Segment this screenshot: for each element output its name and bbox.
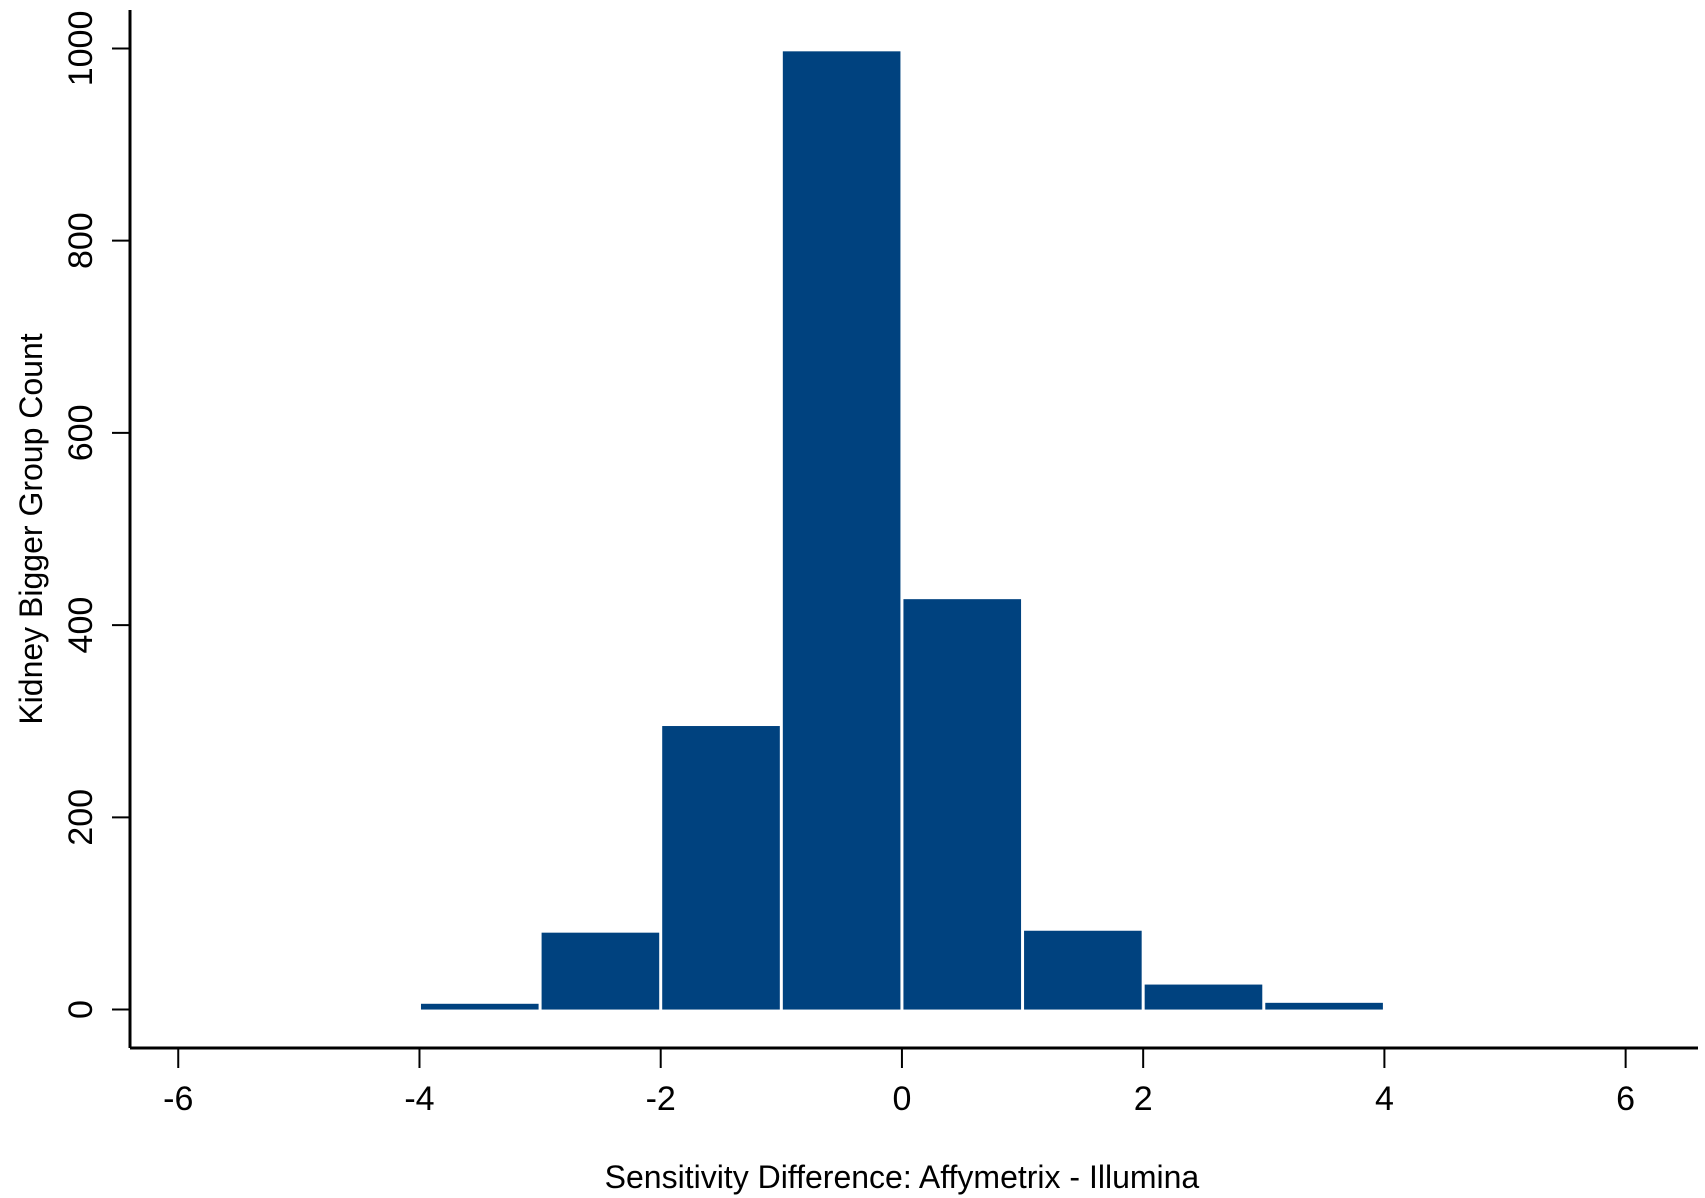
y-ticks: 0 200 400 600 800 1000: [62, 11, 130, 1019]
y-tick-label: 1000: [62, 11, 100, 87]
y-tick-label: 600: [62, 405, 100, 462]
y-tick-label: 800: [62, 212, 100, 269]
histogram-bar: [420, 1003, 539, 1010]
y-tick-label: 400: [62, 597, 100, 654]
x-tick-label: -2: [646, 1080, 676, 1118]
histogram-bar: [782, 51, 901, 1010]
x-tick-label: 4: [1375, 1080, 1394, 1118]
bars-group: [420, 51, 1383, 1010]
x-ticks: -6 -4 -2 0 2 4 6: [163, 1048, 1635, 1118]
histogram-bar: [903, 599, 1022, 1010]
x-tick-label: 6: [1616, 1080, 1635, 1118]
x-axis-title: Sensitivity Difference: Affymetrix - Ill…: [605, 1159, 1200, 1195]
histogram-bar: [1265, 1002, 1383, 1010]
histogram-bar: [1024, 930, 1142, 1010]
x-tick-label: -6: [163, 1080, 193, 1118]
histogram-bar: [541, 932, 660, 1010]
y-tick-label: 200: [62, 789, 100, 846]
histogram-bar: [1144, 984, 1263, 1010]
y-tick-label: 0: [62, 1000, 100, 1019]
x-tick-label: -4: [404, 1080, 434, 1118]
x-tick-label: 2: [1134, 1080, 1153, 1118]
y-axis-title: Kidney Bigger Group Count: [13, 333, 49, 724]
histogram-bar: [662, 726, 780, 1010]
x-tick-label: 0: [892, 1080, 911, 1118]
